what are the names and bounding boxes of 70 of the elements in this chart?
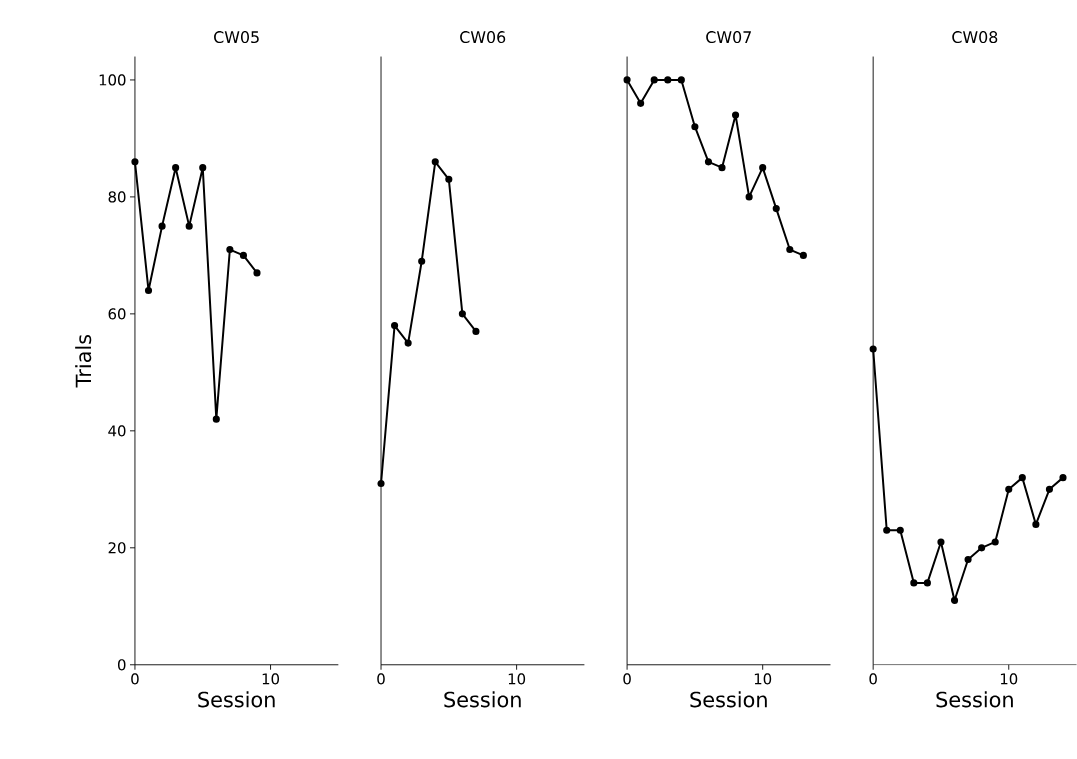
point: [950, 596, 959, 604]
y-axis-title: Trials: [75, 334, 92, 388]
point: [732, 111, 740, 119]
point: [431, 158, 439, 166]
point: [172, 164, 180, 172]
chart-title: CW05: [214, 31, 259, 44]
point: [637, 99, 645, 107]
point: [1045, 485, 1054, 493]
point: [910, 579, 918, 587]
point: [772, 205, 780, 213]
point: [472, 327, 480, 335]
chart-title: CW07: [706, 31, 751, 44]
point: [212, 415, 220, 423]
point: [923, 579, 931, 587]
point: [704, 158, 713, 166]
point: [664, 76, 672, 84]
point: [131, 158, 139, 166]
point: [1059, 474, 1067, 482]
x-axis-title: Session: [690, 691, 767, 708]
point: [158, 222, 166, 230]
y-tick-label: 80: [108, 191, 126, 203]
y-tick-label: 0: [117, 659, 126, 671]
point: [199, 164, 207, 172]
x-tick-label: 10: [1000, 673, 1018, 685]
point: [650, 76, 658, 84]
point: [239, 251, 247, 259]
point: [896, 526, 904, 534]
point: [937, 538, 945, 546]
point: [185, 222, 193, 230]
point: [1018, 474, 1026, 482]
x-tick-label: 0: [377, 673, 385, 685]
point: [253, 269, 261, 277]
chart-title: CW08: [952, 31, 998, 44]
point: [391, 321, 399, 330]
point: [718, 164, 726, 172]
point: [786, 245, 794, 254]
point: [799, 251, 807, 259]
point: [144, 286, 153, 295]
point: [745, 193, 753, 201]
x-tick-label: 10: [508, 673, 526, 685]
point: [404, 339, 412, 347]
point: [1005, 485, 1013, 493]
point: [883, 526, 891, 534]
point: [869, 345, 877, 353]
point: [458, 310, 466, 318]
y-tick-label: 100: [99, 74, 126, 86]
point: [226, 245, 234, 254]
point: [445, 175, 453, 183]
x-axis-title: Session: [198, 691, 275, 708]
x-axis-title: Session: [936, 691, 1013, 708]
point: [1032, 520, 1040, 528]
point: [677, 76, 685, 84]
point: [377, 479, 385, 488]
point: [623, 76, 631, 84]
point: [759, 164, 767, 172]
point: [418, 257, 426, 265]
x-tick-label: 0: [869, 673, 877, 685]
y-tick-label: 40: [108, 425, 126, 437]
chart-title: CW06: [460, 31, 506, 44]
point: [691, 123, 699, 131]
point: [991, 538, 999, 546]
point: [964, 555, 972, 564]
x-tick-label: 0: [623, 673, 631, 685]
point: [978, 544, 986, 552]
y-tick-label: 60: [108, 308, 126, 320]
y-tick-label: 20: [108, 542, 126, 554]
x-axis-title: Session: [444, 691, 521, 708]
x-tick-label: 10: [262, 673, 280, 685]
x-tick-label: 0: [131, 673, 139, 685]
x-tick-label: 10: [754, 673, 772, 685]
